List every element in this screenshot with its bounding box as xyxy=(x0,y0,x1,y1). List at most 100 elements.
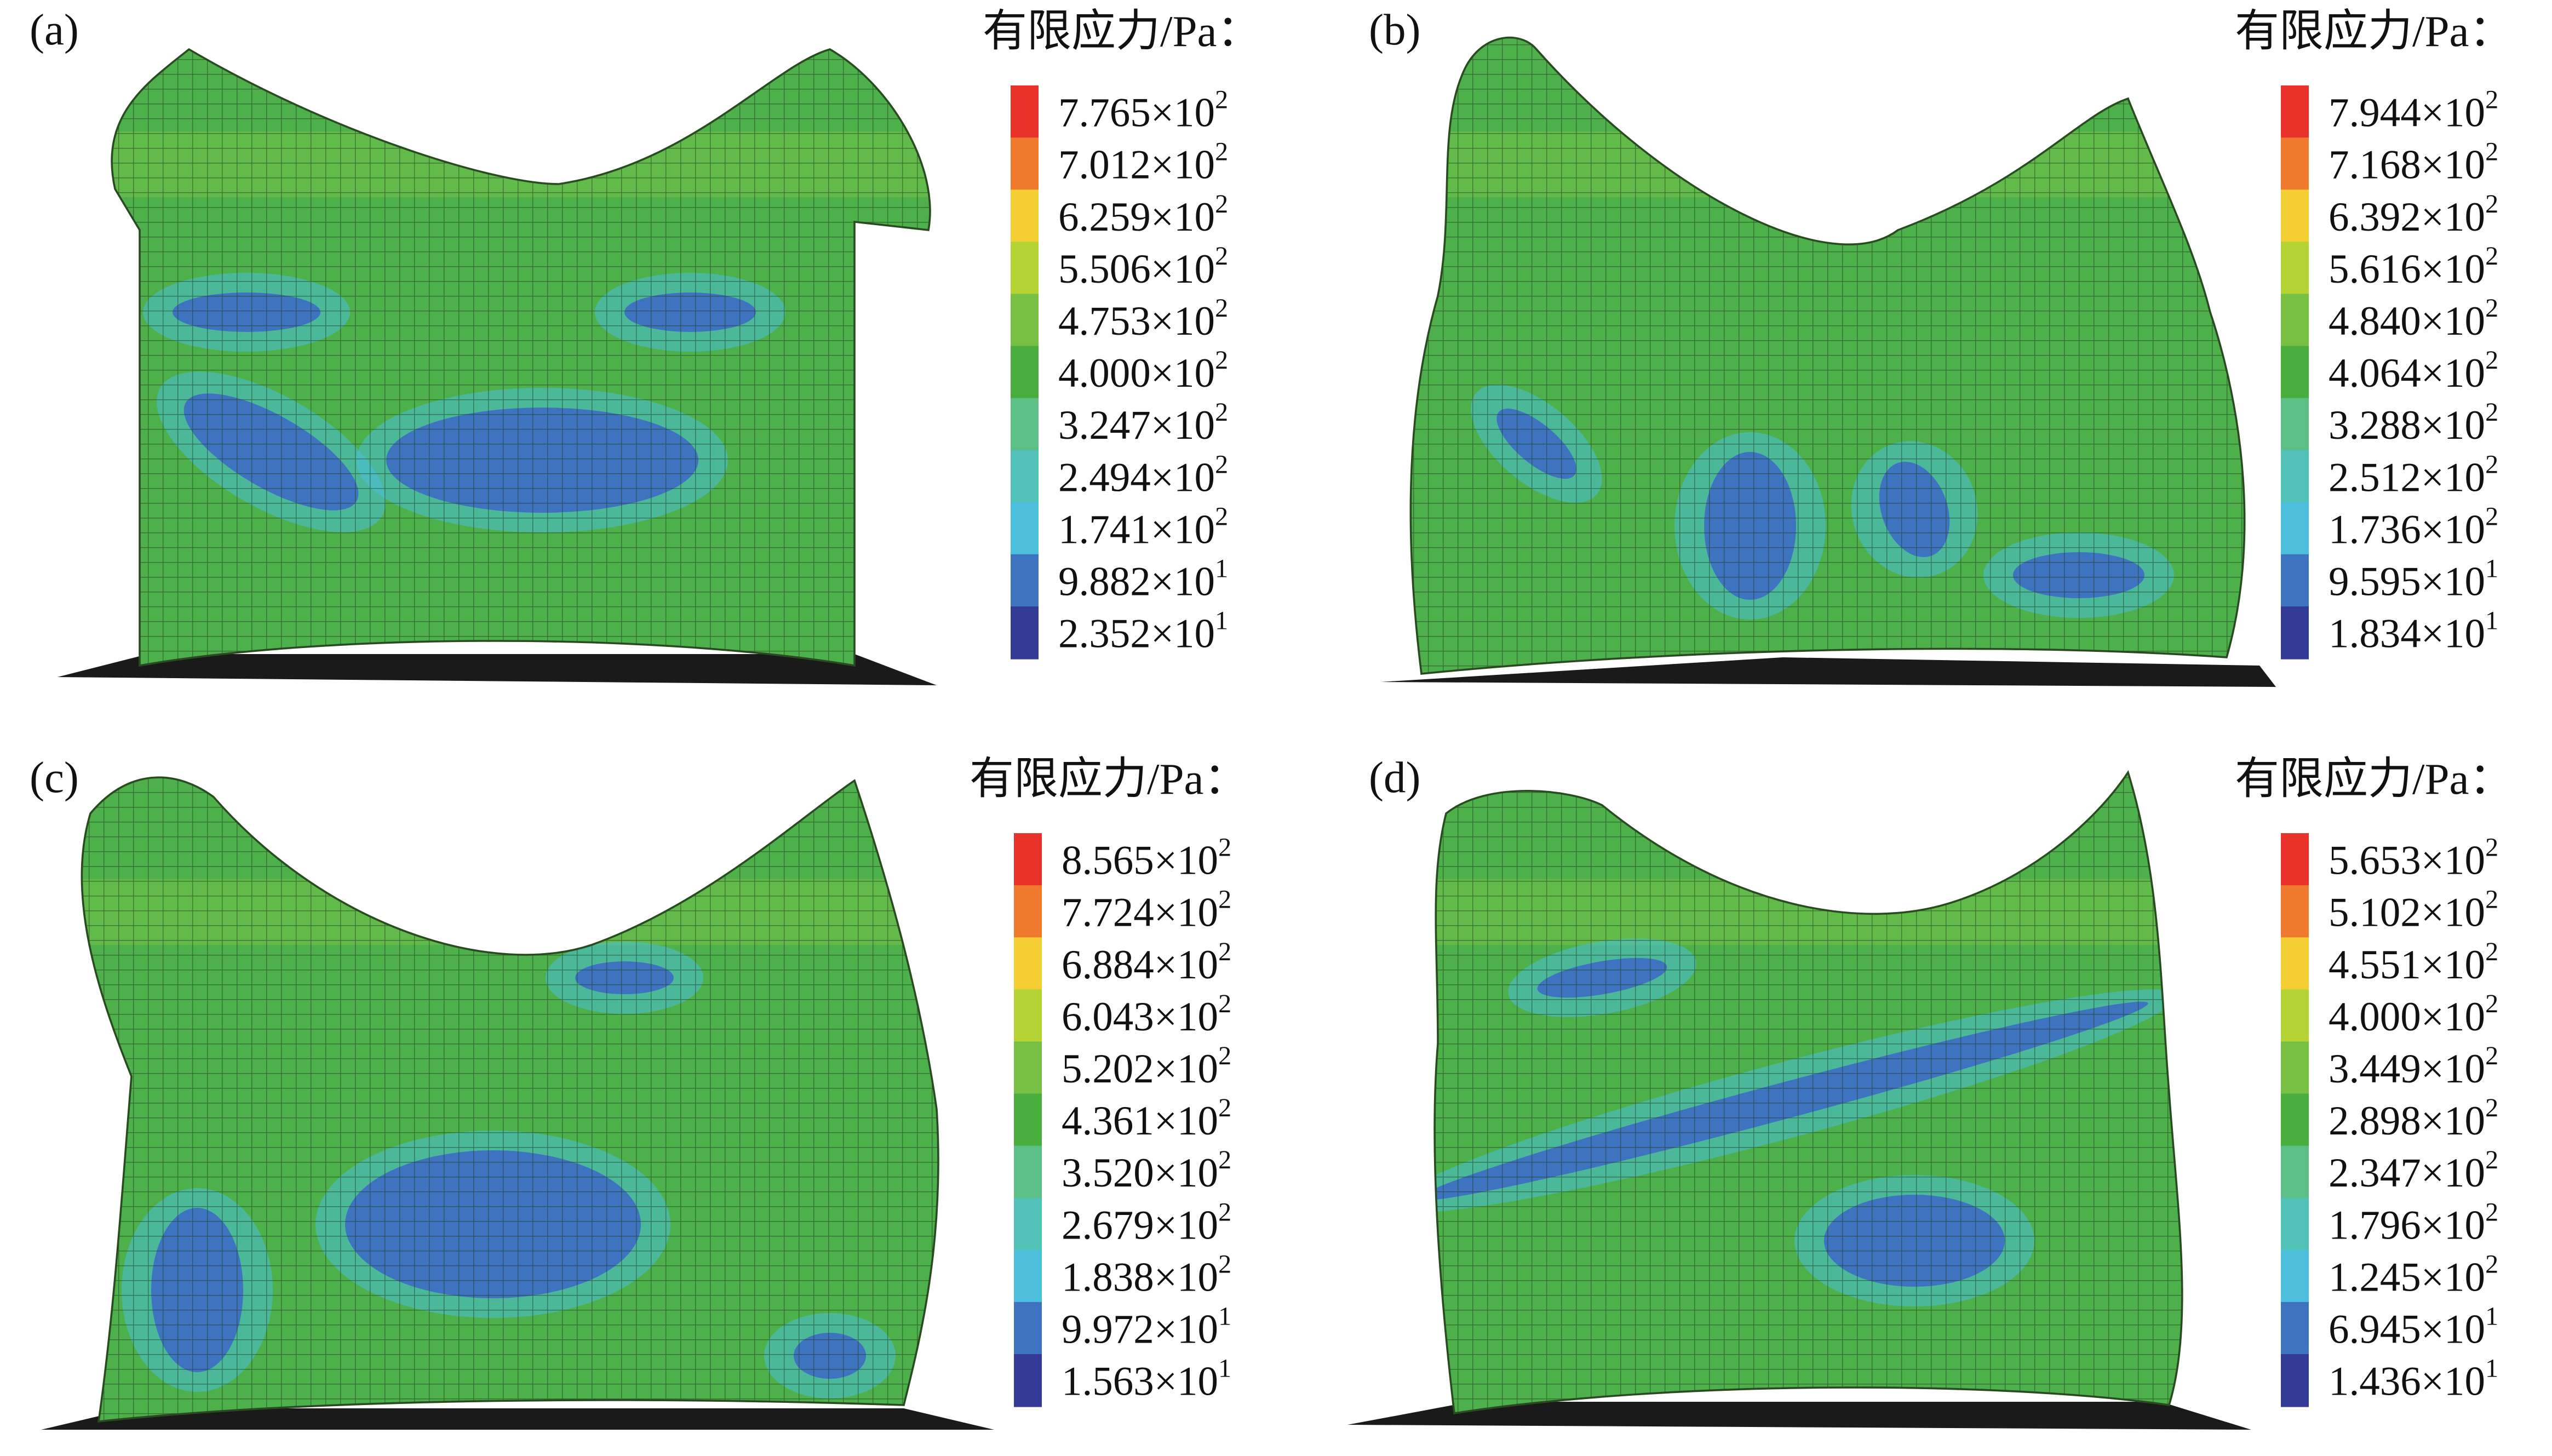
legend-exponent: 2 xyxy=(1215,398,1228,427)
legend-label: 2.352×101 xyxy=(1058,606,1228,657)
stress-field xyxy=(82,777,938,1422)
legend-mantissa: 4.000×10 xyxy=(1058,351,1215,396)
legend-exponent: 1 xyxy=(2485,1354,2498,1383)
mesh-base xyxy=(1380,657,2276,687)
legend-label: 4.064×102 xyxy=(2329,346,2498,396)
legend-swatch xyxy=(2281,1354,2309,1407)
mesh-grid xyxy=(112,49,930,666)
legend-label: 9.595×101 xyxy=(2329,554,2498,604)
legend-swatch xyxy=(2281,885,2309,938)
legend-label: 3.288×102 xyxy=(2329,398,2498,448)
legend-exponent: 2 xyxy=(1218,833,1231,862)
legend-label: 1.741×102 xyxy=(1058,502,1228,552)
legend-exponent: 1 xyxy=(2485,606,2498,635)
legend-label: 3.247×102 xyxy=(1058,398,1228,448)
legend-mantissa: 2.898×10 xyxy=(2329,1098,2485,1144)
legend-mantissa: 9.595×10 xyxy=(2329,559,2485,604)
legend-label: 1.838×102 xyxy=(1062,1249,1231,1300)
legend-mantissa: 6.884×10 xyxy=(1062,942,1218,988)
legend-mantissa: 1.245×10 xyxy=(2329,1254,2485,1300)
legend-exponent: 2 xyxy=(1218,1041,1231,1070)
legend-swatch xyxy=(2281,554,2309,607)
legend-swatch xyxy=(2281,450,2309,503)
legend-title: 有限应力/Pa： xyxy=(2235,754,2514,804)
legend-mantissa: 3.288×10 xyxy=(2329,403,2485,448)
legend-exponent: 2 xyxy=(2485,190,2498,219)
legend-swatch xyxy=(1014,1197,1042,1251)
legend-exponent: 1 xyxy=(1218,1354,1231,1383)
legend-label: 8.565×102 xyxy=(1062,833,1231,884)
legend-swatch xyxy=(1011,606,1039,660)
legend-label: 1.436×101 xyxy=(2329,1354,2498,1405)
mesh-base xyxy=(1347,1402,2251,1430)
legend-label: 2.679×102 xyxy=(1062,1197,1231,1248)
legend-label: 5.102×102 xyxy=(2329,885,2498,936)
legend-label: 1.834×101 xyxy=(2329,606,2498,657)
legend-swatch xyxy=(1014,1093,1042,1147)
legend-label: 2.494×102 xyxy=(1058,450,1228,500)
mesh-outline xyxy=(1409,36,2246,675)
legend-exponent: 2 xyxy=(2485,137,2498,167)
legend-exponent: 2 xyxy=(2485,502,2498,531)
legend-exponent: 2 xyxy=(1215,242,1228,271)
legend-title: 有限应力/Pa： xyxy=(983,7,1261,56)
mesh-grid xyxy=(1435,772,2182,1413)
legend-swatch xyxy=(1014,1302,1042,1355)
legend-mantissa: 7.012×10 xyxy=(1058,142,1215,188)
panel: (c) xyxy=(30,753,994,1430)
legend-mantissa: 4.064×10 xyxy=(2329,351,2485,396)
mesh-base xyxy=(41,1408,994,1430)
legend-exponent: 2 xyxy=(2485,294,2498,323)
legend-swatch xyxy=(2281,346,2309,399)
legend-exponent: 2 xyxy=(2485,1041,2498,1070)
panel-label: (c) xyxy=(30,753,79,802)
legend-exponent: 2 xyxy=(1215,346,1228,375)
legend-swatch xyxy=(2281,937,2309,990)
legend-exponent: 1 xyxy=(1218,1302,1231,1331)
legend-mantissa: 4.753×10 xyxy=(1058,299,1215,344)
legend-mantissa: 7.944×10 xyxy=(2329,90,2485,136)
legend-swatch xyxy=(2281,1093,2309,1147)
legend-exponent: 1 xyxy=(1215,606,1228,635)
legend-swatch xyxy=(2281,1041,2309,1094)
legend-swatch xyxy=(2281,398,2309,451)
legend-swatch xyxy=(1011,294,1039,347)
legend-swatch xyxy=(2281,190,2309,243)
legend-swatch xyxy=(2281,606,2309,660)
legend-swatch xyxy=(1011,190,1039,243)
mesh-outline xyxy=(81,776,939,1423)
legend-exponent: 2 xyxy=(1215,450,1228,479)
legend-label: 2.512×102 xyxy=(2329,450,2498,500)
legend-mantissa: 1.563×10 xyxy=(1062,1359,1218,1405)
legend-exponent: 2 xyxy=(2485,1093,2498,1122)
legend-mantissa: 6.945×10 xyxy=(2329,1306,2485,1352)
legend-swatch xyxy=(1011,554,1039,607)
legend-swatch xyxy=(2281,1145,2309,1199)
legend-label: 9.972×101 xyxy=(1062,1302,1231,1352)
legend-label: 5.616×102 xyxy=(2329,242,2498,292)
legend-mantissa: 1.834×10 xyxy=(2329,611,2485,657)
legend-mantissa: 3.247×10 xyxy=(1058,403,1215,448)
legend-mantissa: 2.494×10 xyxy=(1058,455,1215,500)
legend-label: 6.945×101 xyxy=(2329,1302,2498,1352)
legend-mantissa: 6.392×10 xyxy=(2329,194,2485,240)
legend-exponent: 2 xyxy=(2485,346,2498,375)
legend-label: 6.259×102 xyxy=(1058,190,1228,240)
legend-mantissa: 4.840×10 xyxy=(2329,299,2485,344)
legend-swatch xyxy=(1011,346,1039,399)
legend-exponent: 2 xyxy=(2485,833,2498,862)
legend-exponent: 1 xyxy=(2485,1302,2498,1331)
panel-label: (a) xyxy=(30,5,79,54)
legend-swatch xyxy=(1011,85,1039,139)
stress-field xyxy=(1435,772,2182,1413)
legend-mantissa: 2.352×10 xyxy=(1058,611,1215,657)
legend-title: 有限应力/Pa： xyxy=(970,754,1248,804)
legend-exponent: 2 xyxy=(1218,885,1231,914)
legend-label: 4.551×102 xyxy=(2329,937,2498,988)
legend-mantissa: 5.616×10 xyxy=(2329,247,2485,292)
legend-mantissa: 6.259×10 xyxy=(1058,194,1215,240)
legend-swatch xyxy=(1014,1354,1042,1407)
legend-exponent: 2 xyxy=(1215,294,1228,323)
legend-label: 7.944×102 xyxy=(2329,85,2498,136)
legend-mantissa: 5.653×10 xyxy=(2329,838,2485,884)
